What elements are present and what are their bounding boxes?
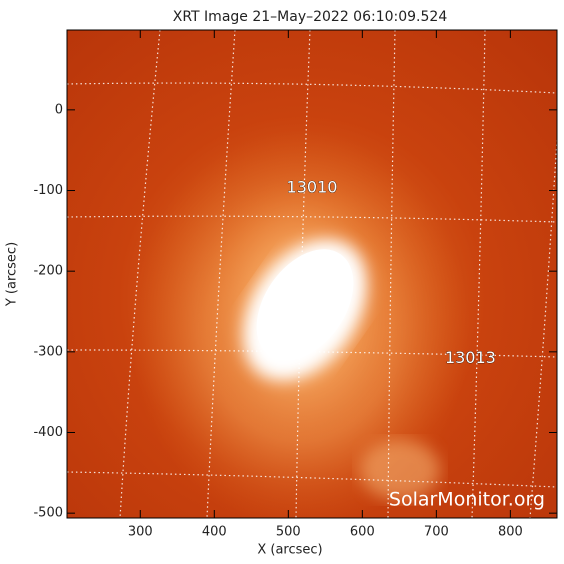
region-label: 13010: [287, 178, 338, 197]
x-tick-label: 600: [350, 525, 375, 540]
x-tick-label: 400: [202, 525, 227, 540]
y-tick-label: 0: [55, 102, 63, 117]
y-axis-label: Y (arcsec): [5, 242, 20, 307]
x-axis-label: X (arcsec): [257, 543, 322, 558]
x-tick-label: 800: [498, 525, 523, 540]
solar-image: [67, 30, 557, 518]
y-tick-label: -100: [33, 183, 63, 198]
chart-title: XRT Image 21–May–2022 06:10:09.524: [173, 9, 448, 25]
y-tick-label: -200: [33, 264, 63, 279]
y-tick-label: -400: [33, 425, 63, 440]
x-tick-label: 500: [276, 525, 301, 540]
x-tick-label: 300: [128, 525, 153, 540]
plot-frame: [66, 29, 558, 519]
watermark: SolarMonitor.org: [389, 489, 545, 511]
y-tick-label: -500: [33, 506, 63, 521]
y-tick-label: -300: [33, 344, 63, 359]
region-label: 13013: [445, 348, 496, 367]
x-tick-label: 700: [424, 525, 449, 540]
